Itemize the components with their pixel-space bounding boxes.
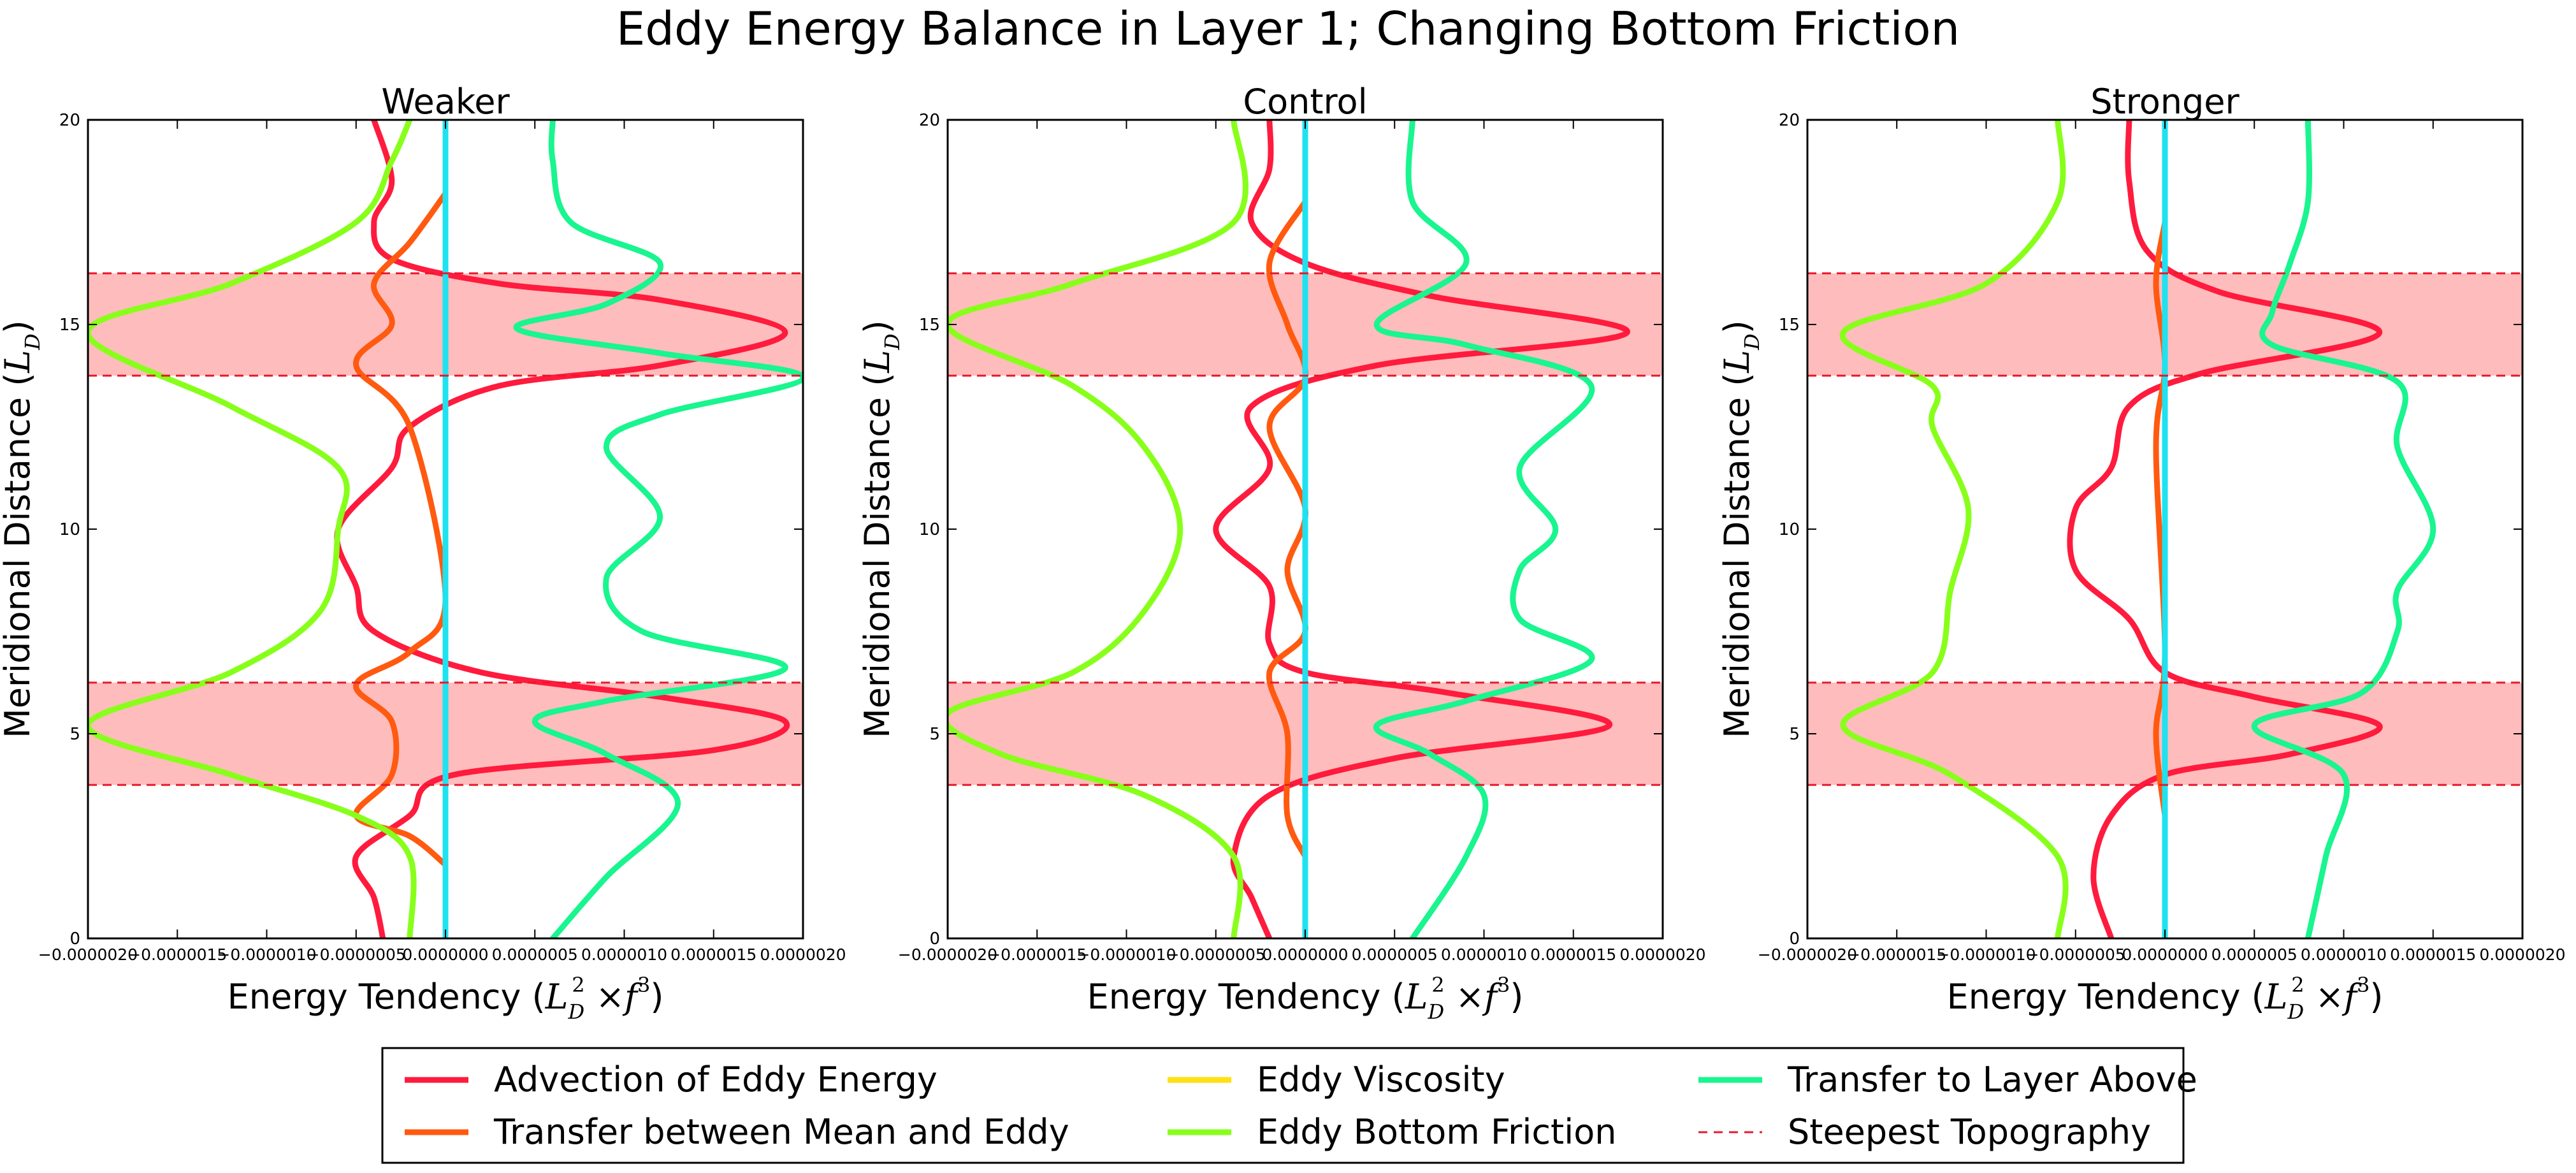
legend-label: Advection of Eddy Energy [494,1060,937,1100]
x-tick-label: 0.0000005 [492,945,578,964]
legend-item-eddy-bottom-friction: Eddy Bottom Friction [1168,1112,1617,1152]
legend-frame [381,1047,2185,1164]
x-axis-label: Energy Tendency (LD2 ×f3) [1947,973,2384,1024]
panel-title: Weaker [381,82,510,122]
series-line-transfer-to-layer-above [2251,120,2436,938]
x-tick-label: 0.0000010 [1441,945,1527,964]
panel-title: Control [1243,82,1367,122]
y-axis-label: Meridional Distance (LD) [0,320,45,738]
legend-label: Steepest Topography [1788,1112,2151,1152]
series-line-eddy-bottom-friction [1839,120,2069,938]
x-tick-label: −0.0000020 [38,945,138,964]
series-line-transfer-to-layer-above [513,120,803,938]
series-group [88,120,803,938]
y-tick-label: 0 [69,929,80,949]
y-tick-label: 0 [929,929,940,949]
y-tick-label: 15 [59,316,80,335]
x-tick-label: −0.0000010 [1076,945,1176,964]
x-tick-label: −0.0000005 [307,945,406,964]
x-tick-label: −0.0000010 [217,945,316,964]
x-tick-label: 0.0000000 [402,945,488,964]
x-tick-label: 0.0000020 [760,945,846,964]
x-tick-label: −0.0000015 [1847,945,1946,964]
x-tick-label: 0.0000000 [1262,945,1348,964]
x-tick-label: −0.0000005 [2026,945,2125,964]
panel-title: Stronger [2090,82,2240,122]
y-tick-label: 5 [929,725,940,744]
x-tick-label: 0.0000005 [2211,945,2297,964]
x-axis-label: Energy Tendency (LD2 ×f3) [228,973,664,1024]
series-line-eddy-bottom-friction [88,120,417,938]
series-line-transfer-between-mean-and-eddy [2153,219,2168,819]
series-group [1807,120,2522,938]
panel-control: −0.0000020−0.0000015−0.0000010−0.0000005… [857,82,1706,1024]
x-tick-label: 0.0000020 [2479,945,2565,964]
panel-weaker: −0.0000020−0.0000015−0.0000010−0.0000005… [0,82,846,1024]
y-tick-label: 10 [59,520,80,539]
panel-stronger: −0.0000020−0.0000015−0.0000010−0.0000005… [1717,82,2566,1024]
legend-item-advection-of-eddy-energy: Advection of Eddy Energy [405,1060,937,1100]
x-tick-label: 0.0000015 [1530,945,1616,964]
legend-item-eddy-viscosity: Eddy Viscosity [1168,1060,1505,1100]
x-tick-label: 0.0000020 [1619,945,1705,964]
y-tick-label: 10 [919,520,940,539]
y-axis-label: Meridional Distance (LD) [857,320,904,738]
x-tick-label: −0.0000015 [987,945,1087,964]
y-tick-label: 0 [1789,929,1800,949]
series-line-transfer-to-layer-above [1373,120,1595,938]
x-tick-label: 0.0000010 [2301,945,2387,964]
series-line-eddy-bottom-friction [948,120,1248,938]
x-tick-label: 0.0000010 [581,945,667,964]
y-tick-label: 5 [1789,725,1800,744]
panels: −0.0000020−0.0000015−0.0000010−0.0000005… [0,82,2566,1024]
y-tick-label: 20 [59,111,80,130]
legend: Advection of Eddy Energy Transfer between… [381,1047,2197,1164]
y-tick-label: 15 [1779,316,1800,335]
x-tick-label: 0.0000000 [2122,945,2208,964]
legend-label: Eddy Viscosity [1257,1060,1505,1100]
legend-label: Transfer between Mean and Eddy [493,1112,1069,1152]
x-tick-label: 0.0000005 [1352,945,1438,964]
series-line-advection-of-eddy-energy [1213,120,1630,938]
series-line-advection-of-eddy-energy [2067,120,2383,938]
x-tick-label: −0.0000020 [1758,945,1857,964]
x-axis-label: Energy Tendency (LD2 ×f3) [1087,973,1524,1024]
y-tick-label: 20 [1779,111,1800,130]
x-tick-label: 0.0000015 [2390,945,2476,964]
legend-item-transfer-to-layer-above: Transfer to Layer Above [1698,1060,2197,1100]
x-tick-label: −0.0000015 [127,945,227,964]
legend-label: Transfer to Layer Above [1787,1060,2197,1100]
y-tick-label: 5 [69,725,80,744]
series-line-transfer-between-mean-and-eddy [1266,198,1309,860]
y-tick-label: 15 [919,316,940,335]
y-tick-label: 10 [1779,520,1800,539]
x-tick-label: −0.0000020 [898,945,997,964]
legend-label: Eddy Bottom Friction [1257,1112,1617,1152]
y-tick-label: 20 [919,111,940,130]
series-group [948,120,1663,938]
figure-title: Eddy Energy Balance in Layer 1; Changing… [616,2,1960,55]
x-tick-label: −0.0000005 [1166,945,1266,964]
legend-item-steepest-topography: Steepest Topography [1698,1112,2151,1152]
x-tick-label: 0.0000015 [670,945,756,964]
y-axis-label: Meridional Distance (LD) [1717,320,1764,738]
legend-item-transfer-between-mean-and-eddy: Transfer between Mean and Eddy [405,1112,1069,1152]
x-tick-label: −0.0000010 [1936,945,2036,964]
